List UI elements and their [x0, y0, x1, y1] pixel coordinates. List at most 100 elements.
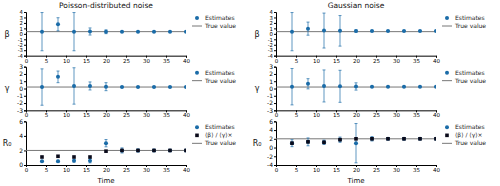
error-bar — [307, 79, 310, 89]
series — [290, 13, 436, 51]
error-bar — [387, 138, 390, 140]
tick-label: 20 — [353, 167, 360, 173]
tick-label: 15 — [333, 58, 340, 64]
tick: 2 — [20, 20, 26, 26]
legend-swatch — [195, 125, 199, 129]
series — [40, 149, 186, 159]
marker-square — [88, 155, 92, 159]
marker-square — [168, 149, 172, 153]
legend-item: Estimates — [445, 14, 485, 21]
panel: 02460510152025303540Estimates⟨β⟩ / ⟨γ⟩×T… — [3, 118, 237, 185]
tick: 2 — [269, 70, 276, 77]
tick-label: 0 — [19, 85, 23, 92]
x-axis: 0510152025303540 — [275, 165, 441, 173]
error-bar — [185, 150, 187, 152]
marker-square — [434, 137, 436, 141]
error-bar — [57, 160, 60, 162]
axis-line — [274, 67, 277, 111]
marker-circle — [168, 85, 172, 89]
tick-label: 1 — [269, 78, 273, 85]
legend-label: Estimates — [455, 14, 485, 21]
tick-label: 35 — [163, 112, 170, 118]
tick: 0 — [275, 110, 279, 118]
error-bar — [105, 140, 108, 147]
tick-label: 3 — [19, 63, 23, 70]
axis-line — [274, 122, 277, 166]
legend: EstimatesTrue value — [192, 69, 236, 84]
tick-label: 40 — [183, 167, 190, 173]
marker-circle — [120, 148, 124, 152]
legend-item: True value — [192, 139, 236, 146]
tick-label: -4 — [268, 53, 274, 59]
tick: 3 — [269, 63, 276, 70]
error-bar — [355, 30, 358, 32]
legend-label: True value — [454, 139, 486, 146]
marker-circle — [354, 141, 358, 145]
tick: 5 — [45, 110, 49, 118]
marker-square — [104, 149, 108, 153]
error-bar — [73, 159, 76, 162]
tick-mark — [24, 136, 26, 137]
tick-mark — [274, 165, 276, 166]
marker-circle — [322, 140, 326, 144]
marker-circle — [104, 141, 108, 145]
tick-label: 6 — [19, 118, 23, 125]
x-axis-label: Time — [346, 177, 364, 185]
tick-mark — [274, 156, 276, 157]
tick-label: 2 — [269, 70, 273, 77]
y-axis: -3-2-10123 — [267, 63, 276, 114]
tick-label: 25 — [373, 112, 380, 118]
tick-label: 2 — [269, 135, 273, 142]
marker-square — [338, 138, 342, 142]
marker-circle — [290, 30, 294, 34]
tick-label: 0 — [275, 58, 279, 64]
tick-label: 20 — [353, 112, 360, 118]
marker-circle — [40, 159, 44, 163]
marker-circle — [370, 137, 374, 141]
marker-circle — [338, 29, 342, 33]
tick-label: 3 — [270, 15, 273, 21]
legend-swatch — [192, 143, 202, 144]
tick: -3 — [18, 47, 26, 53]
tick-label: -4 — [18, 53, 24, 59]
marker-circle — [152, 85, 156, 89]
tick: 20 — [353, 56, 360, 64]
marker-circle — [120, 30, 124, 34]
tick-mark — [24, 150, 26, 151]
tick-label: 10 — [313, 58, 320, 64]
legend-item: True value — [442, 22, 486, 29]
marker-circle — [88, 29, 92, 33]
legend-swatch — [445, 71, 449, 75]
marker-square — [370, 137, 374, 141]
marker-square — [40, 155, 44, 159]
legend-item: Estimates — [195, 14, 235, 21]
tick-label: 20 — [103, 58, 110, 64]
tick: 40 — [183, 165, 190, 173]
tick: 20 — [353, 165, 360, 173]
marker-square — [184, 149, 186, 153]
marker-circle — [418, 85, 422, 89]
legend-swatch — [445, 125, 449, 129]
tick-mark — [274, 34, 276, 35]
title: Gaussian noise — [328, 1, 385, 10]
tick-label: 25 — [373, 58, 380, 64]
tick: 20 — [103, 165, 110, 173]
tick-mark — [24, 23, 26, 24]
tick: 5 — [295, 110, 299, 118]
figure: -4-3-2-1012340510152025303540EstimatesTr… — [0, 0, 500, 186]
y-axis: -4-3-2-101234 — [18, 9, 27, 59]
marker-circle — [184, 30, 186, 34]
tick-label: -3 — [268, 47, 273, 53]
tick-mark — [274, 110, 276, 111]
tick-label: 3 — [20, 15, 23, 21]
tick-label: 30 — [393, 112, 400, 118]
marker-square — [306, 140, 310, 144]
error-bar — [339, 70, 342, 102]
tick: 5 — [295, 165, 299, 173]
marker-circle — [184, 148, 186, 152]
panel: -4-3-2-1012340510152025303540EstimatesTr… — [254, 1, 486, 64]
tick-label: 3 — [269, 63, 273, 70]
tick: 30 — [393, 56, 400, 64]
error-bar — [371, 137, 374, 141]
tick-label: -1 — [18, 37, 23, 43]
